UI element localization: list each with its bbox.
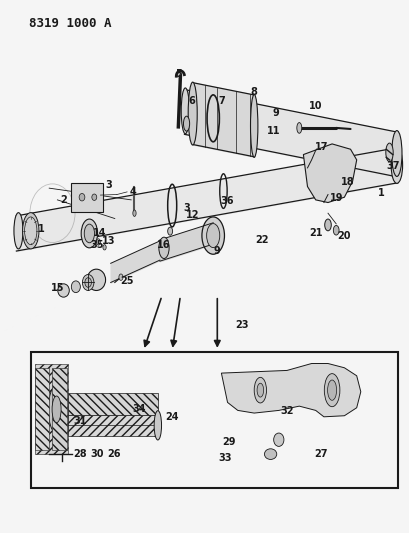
Ellipse shape bbox=[327, 380, 336, 400]
Text: 3: 3 bbox=[105, 181, 112, 190]
Text: 10: 10 bbox=[308, 101, 321, 110]
Text: 35: 35 bbox=[91, 240, 104, 250]
Text: 8319 1000 A: 8319 1000 A bbox=[29, 17, 111, 30]
Bar bbox=[67, 415, 157, 436]
Ellipse shape bbox=[84, 224, 94, 243]
Text: 34: 34 bbox=[133, 405, 146, 414]
Ellipse shape bbox=[324, 374, 339, 407]
Ellipse shape bbox=[188, 82, 197, 145]
Text: 13: 13 bbox=[102, 236, 115, 246]
Text: 7: 7 bbox=[218, 96, 224, 106]
Ellipse shape bbox=[324, 219, 330, 231]
Ellipse shape bbox=[71, 281, 80, 293]
Ellipse shape bbox=[256, 383, 263, 397]
Ellipse shape bbox=[296, 123, 301, 133]
Ellipse shape bbox=[119, 274, 123, 280]
Ellipse shape bbox=[52, 396, 61, 423]
Ellipse shape bbox=[264, 449, 276, 459]
Text: 9: 9 bbox=[272, 108, 278, 118]
Ellipse shape bbox=[87, 269, 106, 290]
Text: 28: 28 bbox=[73, 449, 87, 459]
Ellipse shape bbox=[159, 237, 169, 259]
Ellipse shape bbox=[22, 213, 39, 249]
Ellipse shape bbox=[82, 274, 94, 290]
Text: 12: 12 bbox=[186, 210, 199, 220]
Text: 20: 20 bbox=[337, 231, 350, 240]
Ellipse shape bbox=[14, 213, 23, 249]
Text: 15: 15 bbox=[51, 283, 64, 293]
Text: 9: 9 bbox=[213, 246, 220, 255]
Text: 23: 23 bbox=[235, 320, 248, 330]
Text: 25: 25 bbox=[120, 277, 133, 286]
Text: 22: 22 bbox=[255, 235, 268, 245]
Ellipse shape bbox=[79, 193, 85, 201]
Ellipse shape bbox=[181, 88, 189, 134]
FancyBboxPatch shape bbox=[71, 183, 103, 212]
Text: 21: 21 bbox=[308, 229, 321, 238]
Polygon shape bbox=[303, 144, 356, 203]
Text: 29: 29 bbox=[222, 438, 235, 447]
Ellipse shape bbox=[254, 377, 266, 403]
Text: 2: 2 bbox=[60, 195, 67, 205]
Text: 26: 26 bbox=[107, 449, 120, 459]
Bar bbox=[52, 368, 67, 450]
Ellipse shape bbox=[58, 284, 69, 297]
Ellipse shape bbox=[154, 410, 161, 440]
Ellipse shape bbox=[250, 94, 257, 157]
Ellipse shape bbox=[202, 217, 224, 254]
Text: 19: 19 bbox=[329, 193, 342, 203]
Text: 14: 14 bbox=[93, 229, 106, 238]
Ellipse shape bbox=[183, 116, 189, 131]
Bar bbox=[31, 352, 397, 488]
Polygon shape bbox=[221, 364, 360, 417]
Text: 1: 1 bbox=[377, 188, 384, 198]
Text: 3: 3 bbox=[183, 203, 189, 213]
Ellipse shape bbox=[273, 433, 283, 447]
Ellipse shape bbox=[385, 143, 392, 162]
Text: 24: 24 bbox=[165, 412, 178, 422]
Text: 1: 1 bbox=[38, 224, 44, 234]
Text: 18: 18 bbox=[339, 177, 353, 187]
Ellipse shape bbox=[85, 278, 91, 287]
Text: 36: 36 bbox=[220, 197, 234, 206]
Ellipse shape bbox=[391, 131, 401, 176]
Bar bbox=[35, 368, 49, 450]
Text: 4: 4 bbox=[130, 187, 136, 197]
Text: 31: 31 bbox=[73, 416, 86, 426]
Text: 5: 5 bbox=[175, 69, 181, 78]
Ellipse shape bbox=[81, 219, 97, 248]
Text: 27: 27 bbox=[313, 449, 326, 459]
Text: 37: 37 bbox=[386, 161, 399, 171]
Text: 8: 8 bbox=[250, 87, 257, 96]
Ellipse shape bbox=[48, 385, 65, 433]
Text: 33: 33 bbox=[218, 454, 231, 463]
Ellipse shape bbox=[390, 147, 402, 183]
Bar bbox=[67, 393, 157, 415]
Ellipse shape bbox=[92, 194, 97, 200]
Bar bbox=[35, 364, 67, 454]
Text: 30: 30 bbox=[90, 449, 103, 459]
Text: 32: 32 bbox=[280, 407, 293, 416]
Ellipse shape bbox=[133, 210, 136, 216]
Text: 17: 17 bbox=[315, 142, 328, 151]
Ellipse shape bbox=[167, 227, 172, 235]
Text: 11: 11 bbox=[267, 126, 280, 135]
Ellipse shape bbox=[96, 239, 100, 245]
Text: 6: 6 bbox=[188, 96, 194, 106]
Ellipse shape bbox=[25, 217, 37, 245]
Ellipse shape bbox=[103, 245, 106, 250]
Ellipse shape bbox=[206, 223, 219, 247]
Text: 16: 16 bbox=[157, 240, 170, 250]
Ellipse shape bbox=[333, 225, 338, 235]
